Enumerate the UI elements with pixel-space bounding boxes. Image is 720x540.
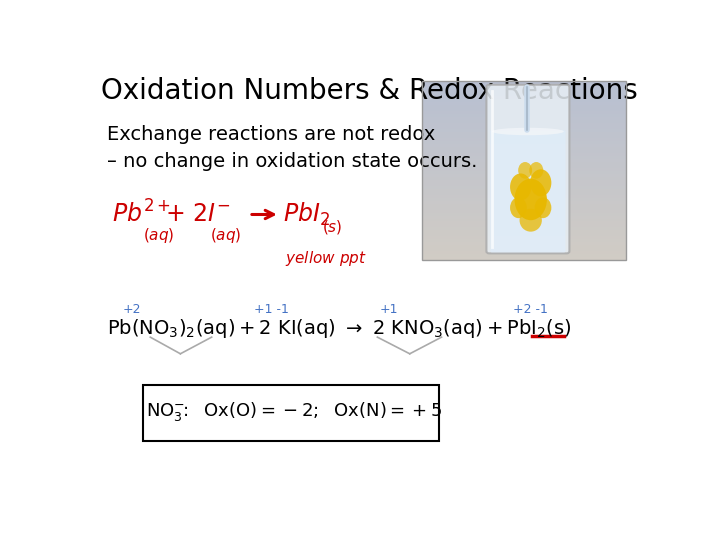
Bar [422, 153, 626, 156]
Bar [422, 213, 626, 215]
Bar [422, 162, 626, 165]
Bar [422, 180, 626, 183]
Text: $\mathit{+ \ 2I^{-}}$: $\mathit{+ \ 2I^{-}}$ [166, 202, 230, 226]
Bar [422, 192, 626, 194]
Text: $\mathit{(aq)}$: $\mathit{(aq)}$ [143, 226, 174, 245]
Bar [422, 257, 626, 260]
Bar [422, 123, 626, 126]
Text: +1 -1: +1 -1 [254, 303, 289, 316]
Ellipse shape [535, 197, 552, 218]
Text: $\mathit{Pb}^{\mathit{2+}}$: $\mathit{Pb}^{\mathit{2+}}$ [112, 201, 171, 228]
Bar [422, 201, 626, 204]
Text: Exchange reactions are not redox: Exchange reactions are not redox [107, 125, 435, 144]
Ellipse shape [515, 179, 547, 220]
Bar [422, 186, 626, 188]
Bar [422, 254, 626, 257]
Text: +1: +1 [379, 303, 397, 316]
Bar [422, 221, 626, 225]
Bar [422, 129, 626, 132]
Bar [422, 194, 626, 198]
Bar [422, 207, 626, 210]
Ellipse shape [530, 170, 552, 197]
Ellipse shape [510, 173, 531, 200]
Bar [422, 93, 626, 96]
Bar [422, 84, 626, 87]
Bar [422, 90, 626, 93]
Bar [422, 168, 626, 171]
Bar [422, 111, 626, 114]
Bar [422, 231, 626, 233]
Bar [422, 239, 626, 242]
Bar [422, 138, 626, 141]
Ellipse shape [492, 128, 564, 135]
Text: +2: +2 [122, 303, 141, 316]
Text: $\mathit{(aq)}$: $\mathit{(aq)}$ [210, 226, 241, 245]
Ellipse shape [518, 162, 532, 179]
Bar [422, 132, 626, 135]
Bar [422, 96, 626, 99]
Bar [422, 219, 626, 221]
Ellipse shape [520, 209, 542, 232]
Bar [422, 242, 626, 245]
FancyBboxPatch shape [490, 130, 565, 253]
Text: Oxidation Numbers & Redox Reactions: Oxidation Numbers & Redox Reactions [101, 77, 637, 105]
Bar [422, 204, 626, 207]
Bar [422, 215, 626, 219]
Text: $\mathit{PbI_2}$: $\mathit{PbI_2}$ [282, 201, 330, 228]
Ellipse shape [529, 162, 544, 179]
Ellipse shape [510, 197, 527, 218]
Bar [422, 165, 626, 168]
Text: $\mathit{(s)}$: $\mathit{(s)}$ [322, 218, 342, 236]
Bar [422, 156, 626, 159]
Bar [422, 177, 626, 180]
FancyBboxPatch shape [487, 85, 570, 253]
Text: $\mathrm{Pb(NO_3)_2(aq) + 2\ KI(aq)\ \rightarrow\ 2\ KNO_3(aq) + PbI_2(s)}$: $\mathrm{Pb(NO_3)_2(aq) + 2\ KI(aq)\ \ri… [107, 318, 571, 340]
Bar [422, 82, 626, 260]
Bar [422, 141, 626, 144]
Bar [422, 150, 626, 153]
Bar [422, 108, 626, 111]
Bar [422, 188, 626, 192]
Bar [422, 82, 626, 84]
Bar [422, 183, 626, 186]
Bar [422, 251, 626, 254]
Bar [422, 144, 626, 147]
Bar [422, 117, 626, 120]
FancyBboxPatch shape [143, 385, 438, 441]
Bar [422, 120, 626, 123]
Bar [422, 159, 626, 162]
Bar [422, 126, 626, 129]
Bar [422, 147, 626, 150]
Bar [422, 87, 626, 90]
Text: $\mathit{yellow \ ppt}$: $\mathit{yellow \ ppt}$ [285, 248, 367, 268]
Bar [422, 171, 626, 174]
Bar [422, 245, 626, 248]
Bar [422, 198, 626, 201]
Text: +2 -1: +2 -1 [513, 303, 548, 316]
Bar [422, 99, 626, 102]
Text: $\mathrm{NO_3^{-}\!\!:\ \ Ox(O) = -2;\ \ Ox(N) = +5}$: $\mathrm{NO_3^{-}\!\!:\ \ Ox(O) = -2;\ \… [145, 401, 442, 423]
Text: – no change in oxidation state occurs.: – no change in oxidation state occurs. [107, 152, 477, 171]
Bar [422, 114, 626, 117]
Bar [422, 105, 626, 108]
Bar [422, 233, 626, 237]
Bar [422, 210, 626, 213]
Bar [422, 225, 626, 227]
Bar [422, 248, 626, 251]
Bar [422, 237, 626, 239]
Bar [422, 227, 626, 231]
Bar [422, 174, 626, 177]
Bar [422, 135, 626, 138]
Bar [422, 102, 626, 105]
